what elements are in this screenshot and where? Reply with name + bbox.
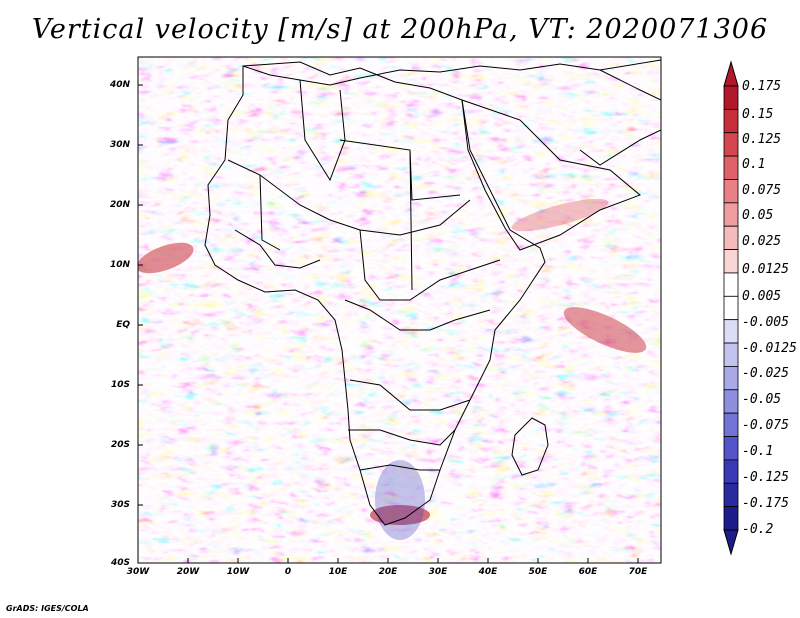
colorbar-segment (723, 459, 739, 484)
colorbar-segment (723, 319, 739, 344)
colorbar-arrow-top (723, 60, 739, 87)
colorbar-segment (723, 366, 739, 391)
colorbar-label: 0.025 (742, 234, 782, 249)
colorbar-arrow-bottom (723, 529, 739, 556)
colorbar-segment (723, 482, 739, 508)
lon-label-0: 0 (284, 567, 292, 577)
colorbar-segment (723, 85, 739, 110)
colorbar-label: -0.0125 (742, 341, 797, 356)
colorbar-label: 0.125 (742, 132, 782, 147)
lon-label-70e: 70E (628, 567, 648, 577)
lon-label-60e: 60E (578, 567, 598, 577)
lon-label-30e: 30E (428, 567, 448, 577)
lon-label-10w: 10W (226, 567, 250, 577)
lon-label-50e: 50E (528, 567, 548, 577)
colorbar-segment (723, 342, 739, 367)
colorbar-segment (723, 295, 739, 321)
colorbar-segment (723, 249, 739, 274)
grads-credit: GrADS: IGES/COLA (6, 604, 89, 613)
colorbar-segment (723, 389, 739, 414)
colorbar-label: -0.005 (742, 315, 789, 330)
colorbar-label: -0.075 (742, 418, 789, 433)
lon-label-10e: 10E (328, 567, 348, 577)
lat-label-eq: EQ (116, 320, 130, 330)
colorbar-label: -0.025 (742, 366, 789, 381)
lat-label-40s: 40S (110, 558, 130, 568)
lat-label-30n: 30N (109, 140, 130, 150)
lat-label-40n: 40N (109, 80, 130, 90)
colorbar-label: 0.15 (742, 107, 774, 122)
lat-label-10n: 10N (109, 260, 130, 270)
colorbar-label: -0.05 (742, 392, 782, 407)
colorbar-label: -0.175 (742, 496, 789, 511)
lon-label-20e: 20E (378, 567, 398, 577)
plot-frame (137, 56, 662, 564)
colorbar-segment (723, 436, 739, 461)
lon-label-40e: 40E (478, 567, 498, 577)
colorbar-label: 0.05 (742, 208, 774, 223)
colorbar-label: 0.0125 (742, 262, 789, 277)
colorbar-label: 0.175 (742, 79, 782, 94)
axis-ticks (138, 84, 639, 563)
colorbar-segment (723, 202, 739, 227)
colorbar-segment (723, 179, 739, 204)
lat-label-30s: 30S (110, 500, 130, 510)
colorbar-segment (723, 225, 739, 250)
colorbar-label: 0.005 (742, 289, 782, 304)
colorbar-label: 0.1 (742, 157, 766, 172)
lat-label-20n: 20N (109, 200, 130, 210)
colorbar (723, 60, 739, 556)
colorbar-label: -0.125 (742, 470, 789, 485)
colorbar-label: -0.2 (742, 522, 774, 537)
colorbar-segment (723, 108, 739, 134)
colorbar-segment (723, 412, 739, 437)
lon-label-30w: 30W (126, 567, 150, 577)
colorbar-segment (723, 272, 739, 297)
colorbar-segment (723, 155, 739, 180)
colorbar-label: -0.1 (742, 444, 774, 459)
lat-label-10s: 10S (110, 380, 130, 390)
map-title: Vertical velocity [m/s] at 200hPa, VT: 2… (31, 14, 769, 45)
lon-label-20w: 20W (176, 567, 200, 577)
lat-label-20s: 20S (110, 440, 130, 450)
colorbar-label: 0.075 (742, 183, 782, 198)
colorbar-segment (723, 506, 739, 531)
coastlines-borders (204, 59, 661, 526)
colorbar-segment (723, 132, 739, 157)
velocity-field (138, 57, 661, 563)
